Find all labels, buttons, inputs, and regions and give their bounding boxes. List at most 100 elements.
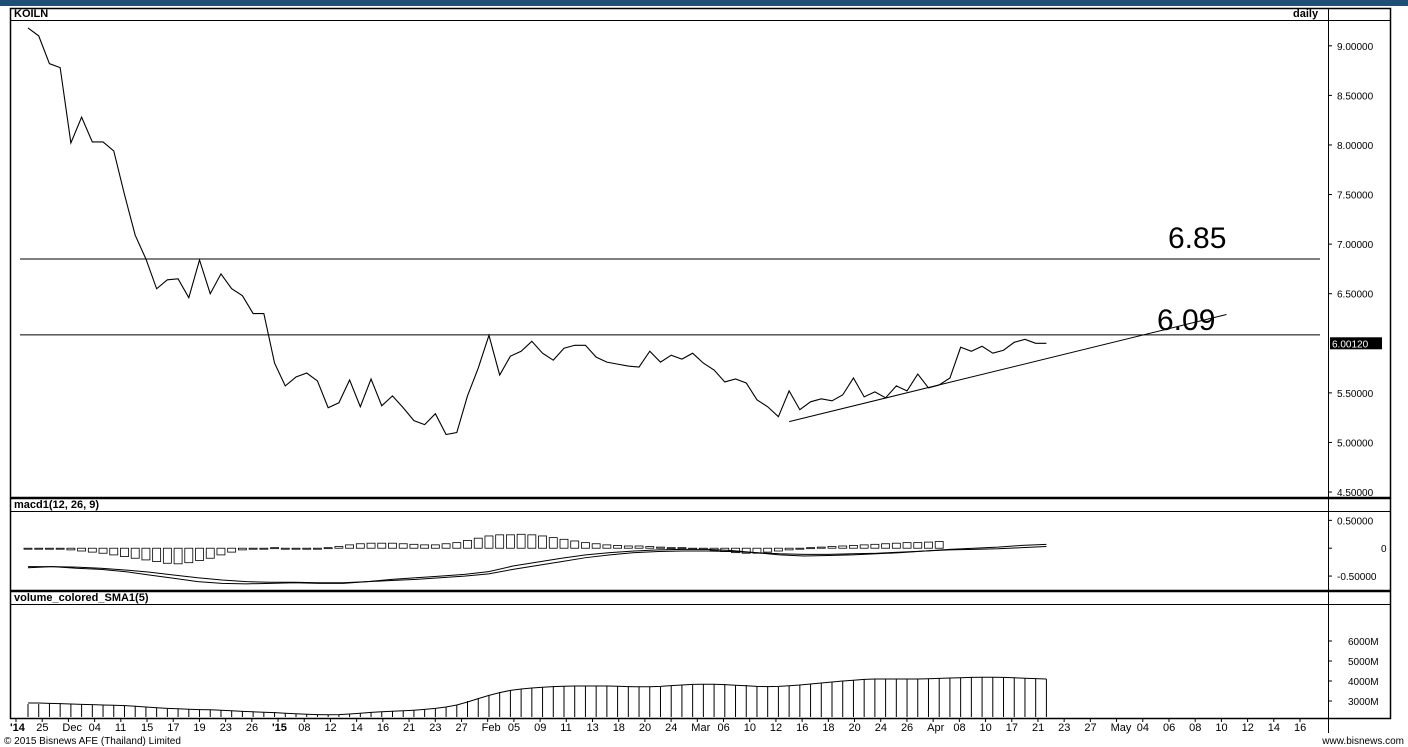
last-value-box — [1330, 337, 1382, 350]
price-line — [27, 27, 1047, 436]
macd-histogram-bar — [313, 547, 322, 550]
macd-histogram-bar — [816, 546, 826, 549]
x-tick-label: 17 — [1006, 722, 1018, 734]
x-tick-label: 21 — [1032, 722, 1044, 734]
macd-histogram-bar — [302, 547, 312, 550]
macd-histogram-bar — [162, 547, 172, 564]
x-tick-label: 18 — [613, 722, 625, 734]
macd-histogram-bar — [173, 547, 183, 565]
macd-histogram-bar — [227, 547, 237, 553]
x-tick-label: 08 — [953, 722, 965, 734]
macd-histogram-bar — [827, 546, 837, 549]
x-tick-label: 06 — [718, 722, 730, 734]
x-tick-label: 10 — [744, 722, 756, 734]
x-tick-label: 10 — [1215, 722, 1227, 734]
x-tick-label: Mar — [691, 722, 710, 734]
macd-histogram-bar — [838, 545, 848, 549]
macd-histogram-bar — [141, 547, 151, 561]
macd-histogram-bar — [505, 534, 515, 549]
macd-histogram-bar — [55, 547, 65, 550]
x-tick-label: 14 — [351, 722, 363, 734]
x-tick-label: 04 — [1137, 722, 1149, 734]
x-tick-label: Feb — [482, 722, 501, 734]
volume-series-layer — [27, 676, 1047, 717]
x-tick-label: 13 — [586, 722, 598, 734]
x-tick-label: 27 — [455, 722, 467, 734]
macd-histogram-bar — [656, 546, 665, 549]
macd-histogram-bar — [334, 546, 344, 549]
x-tick-label: 12 — [324, 722, 336, 734]
x-tick-label: 06 — [1163, 722, 1175, 734]
macd-histogram-bar — [398, 543, 408, 549]
x-tick-label: Apr — [927, 722, 944, 734]
macd-histogram-bar — [870, 543, 880, 549]
macd-histogram-bar — [806, 547, 815, 550]
x-tick-label: 19 — [193, 722, 205, 734]
x-tick-label: 25 — [36, 722, 48, 734]
volume-ytick-label: 5000M — [1348, 657, 1379, 668]
volume-ytick-label: 6000M — [1348, 637, 1379, 648]
x-tick-label: 23 — [220, 722, 232, 734]
last-value-label: 6.00120 — [1332, 339, 1369, 350]
x-tick-label: '14 — [10, 722, 26, 734]
x-tick-label: 11 — [115, 722, 126, 734]
site-footer: www.bisnews.com — [1322, 736, 1404, 747]
x-tick-label: 09 — [534, 722, 546, 734]
macd-histogram-bar — [184, 547, 194, 564]
macd-histogram-bar — [259, 547, 269, 550]
x-tick-label: Dec — [62, 722, 82, 734]
macd-histogram-bar — [109, 547, 119, 556]
price-panel-frame — [9, 7, 1392, 499]
x-tick-label: 24 — [875, 722, 887, 734]
x-tick-label: 14 — [1268, 722, 1280, 734]
macd-histogram-bar — [913, 542, 923, 549]
macd-line — [27, 543, 1047, 585]
macd-histogram-bar — [548, 537, 558, 549]
x-tick-label: 05 — [508, 722, 520, 734]
macd-histogram-bar — [77, 547, 86, 552]
x-tick-label: 20 — [849, 722, 861, 734]
x-tick-label: 24 — [665, 722, 677, 734]
x-tick-label: 23 — [1058, 722, 1070, 734]
macd-histogram-bar — [763, 547, 773, 553]
macd-histogram-bar — [195, 547, 204, 561]
price-ytick-label: 8.00000 — [1337, 141, 1374, 152]
macd-ytick-label: 0.50000 — [1337, 516, 1374, 527]
macd-histogram-bar — [934, 541, 944, 549]
macd-histogram-bar — [602, 544, 612, 549]
price-ytick-label: 7.50000 — [1337, 191, 1374, 202]
macd-ytick-label: 0 — [1381, 544, 1387, 555]
macd-histogram-bar — [430, 544, 440, 549]
macd-histogram-bar — [463, 540, 472, 549]
x-tick-label: 16 — [1294, 722, 1306, 734]
macd-histogram-bar — [452, 542, 462, 549]
macd-histogram-bar — [98, 547, 108, 554]
x-tick-label: 18 — [822, 722, 834, 734]
macd-histogram-bar — [388, 542, 397, 549]
macd-histogram-bar — [784, 547, 794, 551]
macd-histogram-bar — [366, 542, 376, 549]
resistance-label-6-09: 6.09 — [1157, 304, 1215, 337]
price-ytick-label: 4.50000 — [1337, 488, 1374, 499]
x-tick-label: 04 — [89, 722, 101, 734]
macd-histogram-bar — [45, 547, 54, 550]
macd-histogram-bar — [591, 543, 601, 549]
macd-histogram-bar — [120, 547, 129, 557]
axis-labels-layer: 9.00000 8.50000 8.00000 7.50000 7.00000 6.500… — [10, 42, 1387, 734]
macd-histogram-bar — [666, 547, 676, 550]
macd-histogram-bar — [130, 547, 140, 559]
resistance-label-6-85: 6.85 — [1168, 222, 1226, 255]
macd-histogram-bar — [891, 542, 901, 549]
price-ytick-label: 5.00000 — [1337, 438, 1374, 449]
macd-histogram-bar — [538, 535, 547, 549]
x-tick-label: 20 — [639, 722, 651, 734]
macd-histogram-bar — [248, 547, 258, 550]
x-tick-label: May — [1111, 722, 1132, 734]
x-tick-label: 17 — [167, 722, 179, 734]
macd-histogram-bar — [634, 545, 644, 549]
macd-signal-line — [28, 546, 1047, 584]
macd-histogram-bar — [420, 544, 430, 549]
macd-histogram-bar — [516, 533, 526, 549]
x-tick-label: '15 — [272, 722, 287, 734]
macd-histogram-bar — [774, 547, 783, 552]
